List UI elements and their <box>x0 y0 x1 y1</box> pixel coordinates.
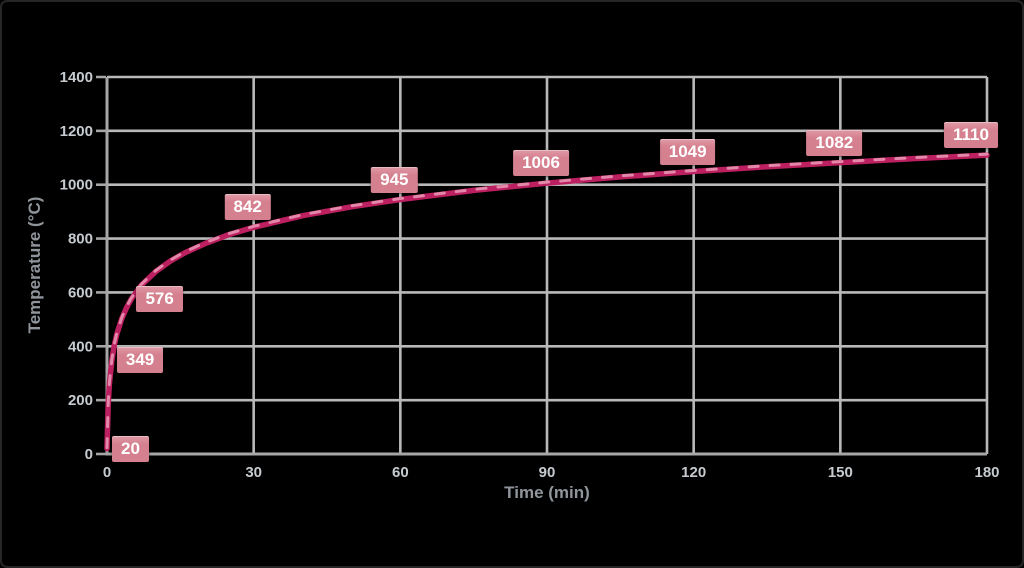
x-tick-label: 180 <box>974 464 999 481</box>
y-tick-label: 1000 <box>60 177 93 194</box>
y-tick-label: 400 <box>68 338 93 355</box>
x-tick-label: 150 <box>828 464 853 481</box>
y-tick-label: 1200 <box>60 123 93 140</box>
data-point-label: 945 <box>371 166 418 193</box>
data-point-label: 1110 <box>944 122 998 149</box>
x-tick-label: 60 <box>392 464 409 481</box>
y-tick-label: 800 <box>68 231 93 248</box>
y-axis-title: Temperature (°C) <box>25 196 44 334</box>
data-point-label: 349 <box>116 347 164 374</box>
data-point-label: 1082 <box>806 129 863 156</box>
y-tick-label: 200 <box>68 392 93 409</box>
x-axis-title: Time (min) <box>504 483 590 502</box>
data-point-label: 842 <box>224 194 271 221</box>
x-tick-label: 120 <box>681 464 706 481</box>
data-point-label: 1006 <box>513 150 569 177</box>
y-tick-label: 0 <box>85 446 93 463</box>
y-tick-label: 600 <box>68 284 93 301</box>
x-tick-label: 0 <box>103 464 111 481</box>
x-tick-label: 90 <box>539 464 556 481</box>
data-point-label: 20 <box>112 435 149 462</box>
y-tick-label: 1400 <box>60 69 93 86</box>
data-point-label: 576 <box>136 285 183 312</box>
x-tick-label: 30 <box>245 464 262 481</box>
fire-curve-highlight <box>105 152 989 450</box>
data-point-label: 1049 <box>659 138 716 165</box>
